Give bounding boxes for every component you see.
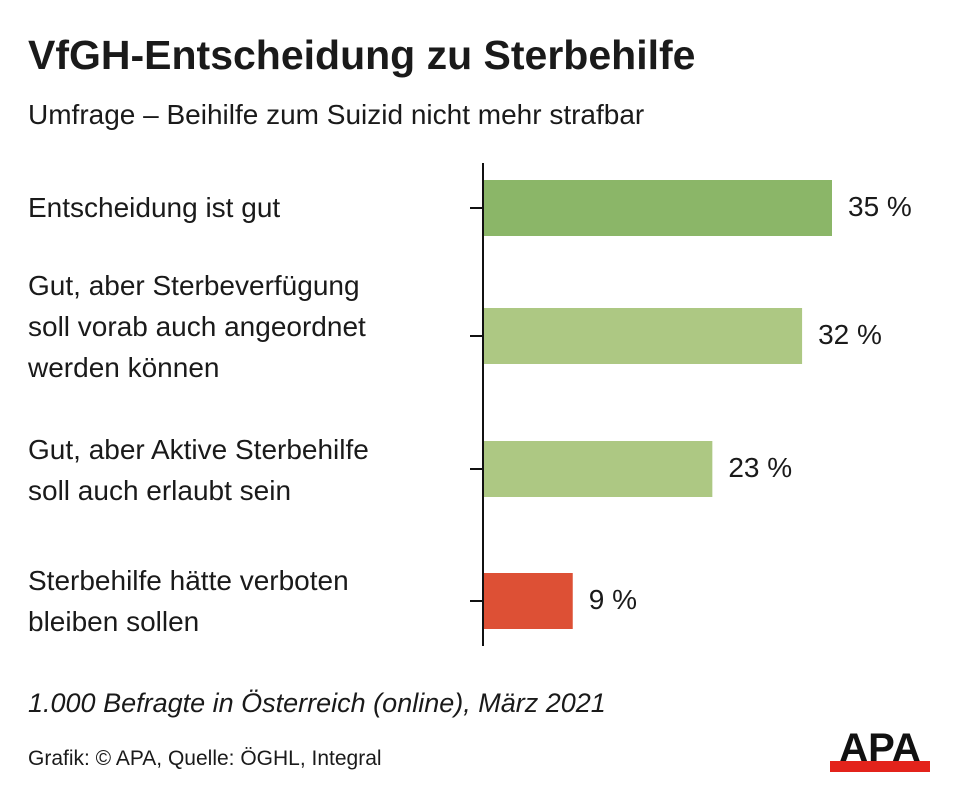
bar	[484, 573, 573, 629]
value-label: 32 %	[818, 319, 882, 350]
chart-subtitle: Umfrage – Beihilfe zum Suizid nicht mehr…	[28, 99, 645, 130]
survey-note: 1.000 Befragte in Österreich (online), M…	[28, 688, 606, 718]
chart-title: VfGH-Entscheidung zu Sterbehilfe	[28, 32, 696, 78]
category-label: Entscheidung ist gut	[28, 192, 281, 223]
value-label: 23 %	[728, 452, 793, 483]
category-label: Sterbehilfe hätte verboten bleiben solle…	[28, 565, 349, 637]
source-credit: Grafik: © APA, Quelle: ÖGHL, Integral	[28, 747, 382, 770]
bar	[484, 441, 713, 497]
bar	[484, 180, 832, 236]
bar	[484, 308, 803, 364]
value-label: 35 %	[848, 191, 912, 222]
apa-logo: APA	[830, 728, 930, 772]
category-label: Gut, aber Aktive Sterbehilfe soll auch e…	[28, 434, 369, 506]
category-label: Gut, aber Sterbeverfügung soll vorab auc…	[28, 270, 366, 383]
value-label: 9 %	[588, 584, 637, 615]
